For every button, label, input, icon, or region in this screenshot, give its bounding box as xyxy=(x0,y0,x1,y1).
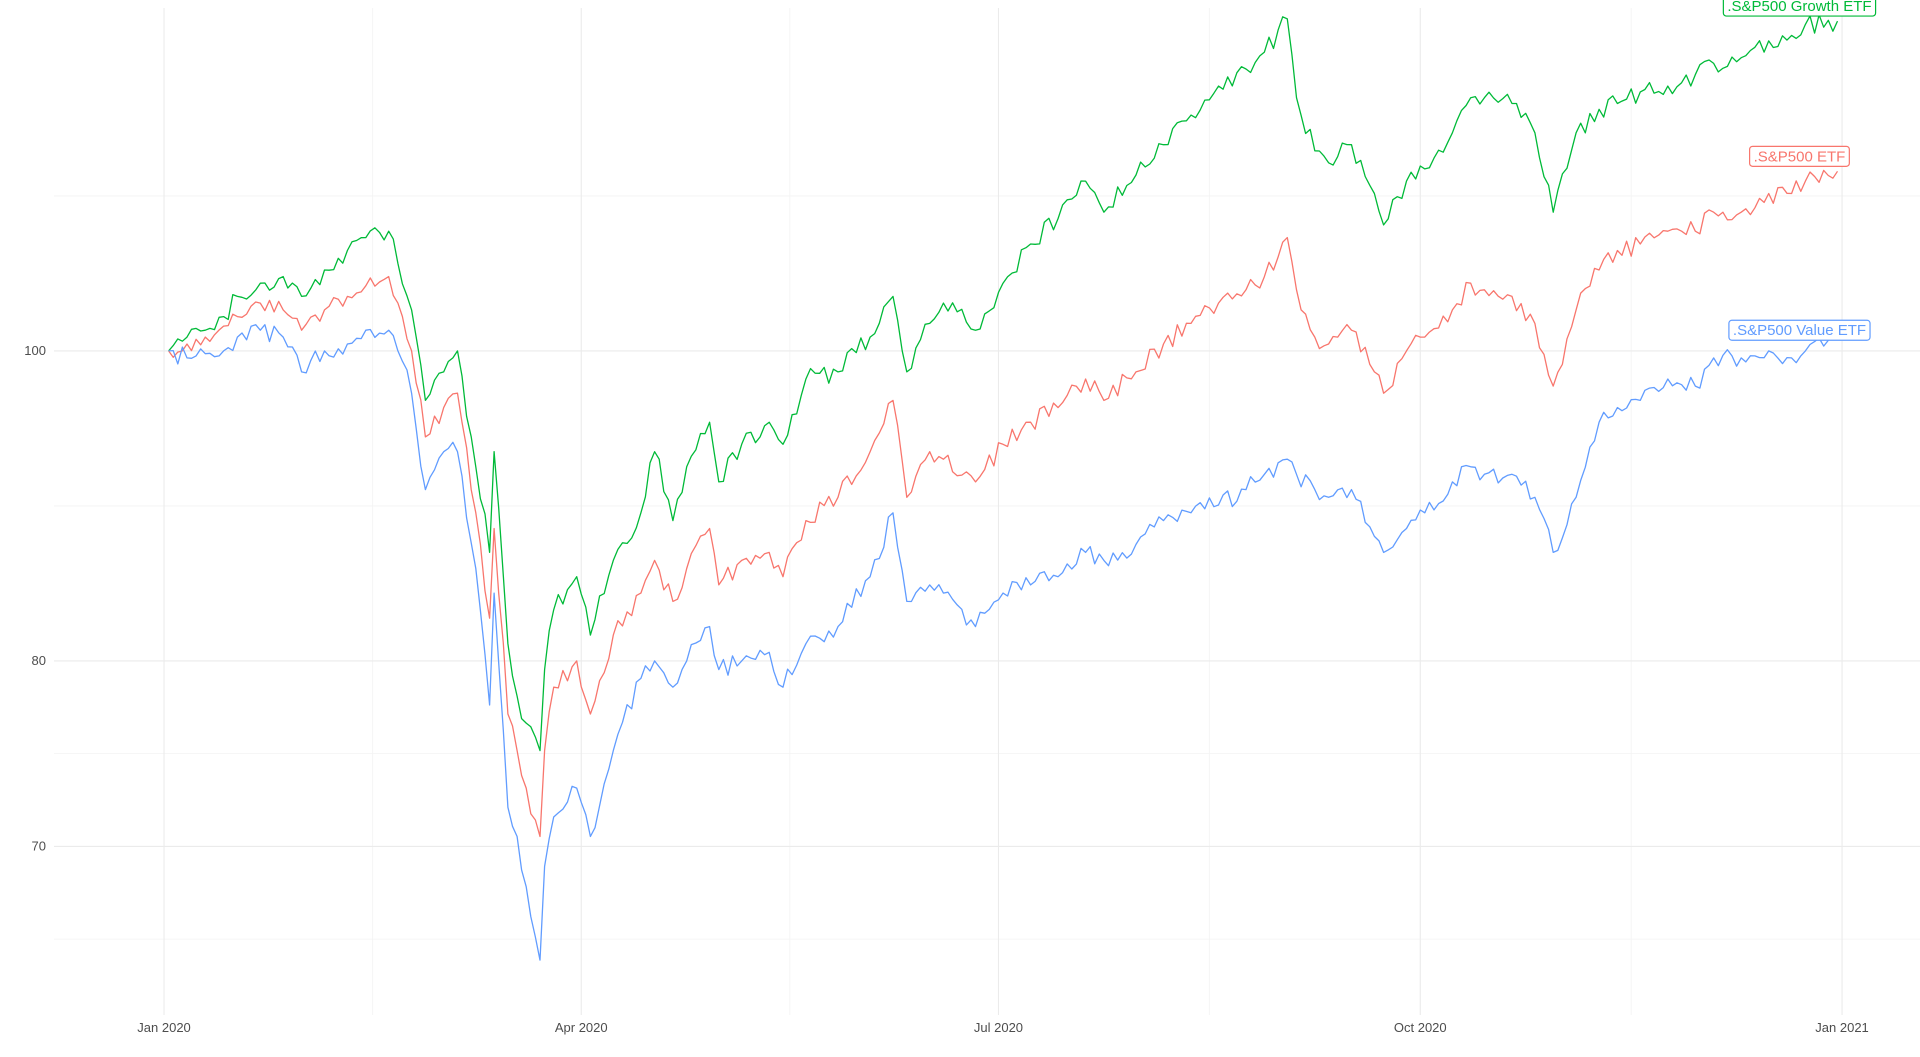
series-line xyxy=(168,14,1839,752)
y-tick-label: 70 xyxy=(32,838,46,853)
series-label-text: .S&P500 Value ETF xyxy=(1733,322,1866,339)
series-end-label: .S&P500 ETF xyxy=(1749,145,1850,167)
x-tick-label: Jan 2020 xyxy=(137,1020,191,1035)
x-tick-label: Oct 2020 xyxy=(1394,1020,1447,1035)
series-labels: .S&P500 Growth ETF .S&P500 ETF .S&P500 Val… xyxy=(1722,0,1877,341)
series-end-label: .S&P500 Value ETF xyxy=(1728,319,1871,341)
series-label-box xyxy=(1749,145,1850,167)
x-axis-tick-labels: Jan 2020 Apr 2020 Jul 2020 Oct 2020 Jan 2021 xyxy=(137,1020,1869,1035)
y-tick-label: 80 xyxy=(32,653,46,668)
series-line xyxy=(168,169,1839,838)
minor-gridlines xyxy=(54,8,1920,1015)
x-tick-label: Jan 2021 xyxy=(1815,1020,1869,1035)
x-tick-label: Apr 2020 xyxy=(555,1020,608,1035)
series-label-box xyxy=(1728,319,1871,341)
series-end-label: .S&P500 Growth ETF xyxy=(1722,0,1877,17)
series-label-text: .S&P500 ETF xyxy=(1754,148,1846,165)
series-lines xyxy=(168,14,1839,961)
series-label-box xyxy=(1722,0,1877,17)
x-tick-label: Jul 2020 xyxy=(974,1020,1023,1035)
major-gridlines xyxy=(54,8,1920,1015)
series-label-text: .S&P500 Growth ETF xyxy=(1727,0,1871,15)
y-axis-tick-labels: 70 80 100 xyxy=(24,343,46,853)
y-tick-label: 100 xyxy=(24,343,46,358)
series-line xyxy=(168,324,1839,961)
